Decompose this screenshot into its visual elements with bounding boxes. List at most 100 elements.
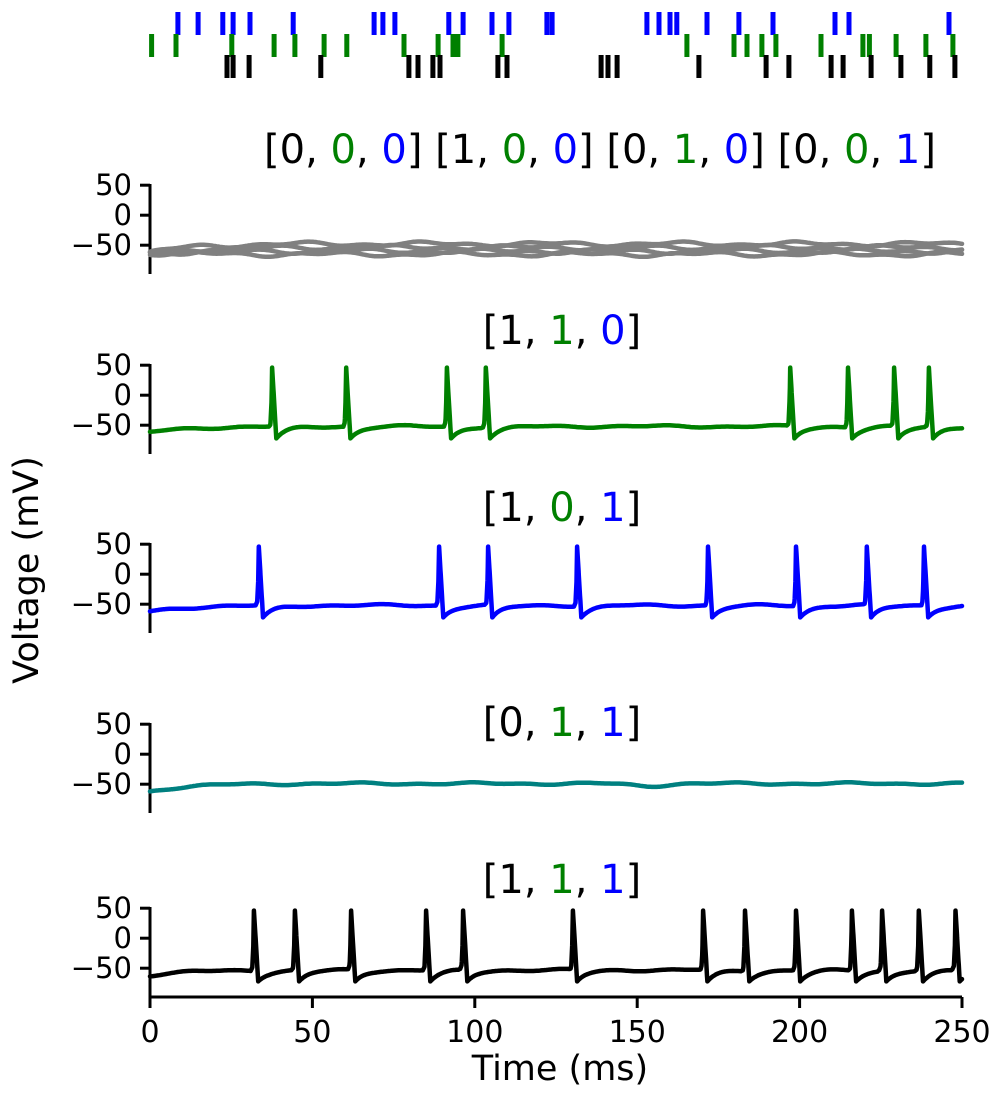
x-tick-label: 0	[140, 1015, 159, 1050]
raster-tick	[318, 55, 324, 78]
raster-tick	[344, 34, 350, 57]
raster-tick	[736, 12, 742, 35]
raster-tick	[415, 55, 421, 78]
y-tick-label: −50	[71, 408, 132, 442]
raster-tick	[380, 12, 386, 35]
raster-tick	[247, 12, 253, 35]
raster-tick	[667, 12, 673, 35]
raster-tick	[175, 12, 181, 35]
raster-tick	[605, 55, 611, 78]
raster-tick	[786, 55, 792, 78]
raster-tick	[731, 34, 737, 57]
raster-tick	[818, 34, 824, 57]
x-axis-title: Time (ms)	[471, 1049, 648, 1089]
y-tick-label: 0	[114, 378, 132, 412]
panel-combo-110: 500−50	[71, 348, 965, 454]
raster-tick	[644, 12, 650, 35]
raster-tick	[499, 34, 505, 57]
raster-tick	[401, 34, 407, 57]
raster-tick	[828, 55, 834, 78]
raster-tick	[759, 34, 765, 57]
raster-row-input-1-black	[224, 55, 958, 78]
raster-tick	[173, 34, 179, 57]
x-tick-label: 50	[293, 1015, 331, 1050]
raster-tick	[392, 12, 398, 35]
raster-tick	[893, 34, 899, 57]
panel-combo-011: 500−50	[71, 707, 965, 813]
raster-tick	[696, 55, 702, 78]
y-tick-label: −50	[71, 951, 132, 985]
raster-tick	[868, 55, 874, 78]
y-tick-label: −50	[71, 228, 132, 262]
x-tick-label: 250	[933, 1015, 990, 1050]
raster-tick	[290, 12, 296, 35]
voltage-trace	[147, 242, 965, 255]
raster-tick	[437, 55, 443, 78]
raster-tick	[923, 34, 929, 57]
raster-tick	[246, 55, 252, 78]
raster-tick	[435, 34, 441, 57]
y-tick-label: −50	[71, 587, 132, 621]
y-tick-label: 0	[114, 557, 132, 591]
raster-tick	[406, 55, 412, 78]
raster-tick	[684, 34, 690, 57]
raster-tick	[230, 12, 236, 35]
panel-single-inputs-title: [0, 0, 0] [1, 0, 0] [0, 1, 0] [0, 0, 1]	[264, 127, 936, 173]
raster-tick	[656, 12, 662, 35]
raster-tick	[763, 55, 769, 78]
y-tick-label: 50	[95, 527, 132, 561]
panel-combo-111: 500−50	[71, 891, 965, 997]
panel-single-inputs: 500−50	[71, 168, 965, 274]
y-tick-label: 50	[95, 348, 132, 382]
raster-tick	[292, 34, 298, 57]
raster-tick	[224, 55, 230, 78]
raster-tick	[832, 12, 838, 35]
y-tick-label: 50	[95, 891, 132, 925]
y-tick-label: 0	[114, 198, 132, 232]
raster-tick	[744, 34, 750, 57]
raster-tick	[674, 12, 680, 35]
y-tick-label: 0	[114, 737, 132, 771]
voltage-trace	[147, 544, 965, 620]
voltage-trace	[147, 365, 965, 441]
y-tick-label: 50	[95, 168, 132, 202]
raster-tick	[773, 34, 779, 57]
raster-tick	[149, 34, 155, 57]
panel-combo-111-title: [1, 1, 1]	[483, 857, 641, 903]
voltage-trace	[147, 249, 965, 260]
x-tick-label: 200	[771, 1015, 828, 1050]
panel-combo-101: 500−50	[71, 527, 965, 633]
raster-tick	[271, 34, 277, 57]
raster-tick	[460, 12, 466, 35]
raster-tick	[195, 12, 201, 35]
raster-tick	[321, 34, 327, 57]
raster-tick	[230, 55, 236, 78]
raster-tick	[504, 55, 510, 78]
raster-tick	[446, 12, 452, 35]
raster-tick	[846, 12, 852, 35]
voltage-trace	[147, 908, 965, 984]
raster-tick	[952, 55, 958, 78]
raster-tick	[489, 12, 495, 35]
raster-tick	[614, 55, 620, 78]
x-axis: 0 50 100 150 200 250 Time (ms)	[140, 995, 991, 1089]
raster-tick	[549, 12, 555, 35]
raster-tick	[495, 55, 501, 78]
x-tick-label: 100	[446, 1015, 503, 1050]
y-tick-label: 0	[114, 921, 132, 955]
raster-tick	[840, 55, 846, 78]
raster-tick	[950, 34, 956, 57]
y-axis-title: Voltage (mV)	[7, 456, 47, 684]
raster-tick	[506, 12, 512, 35]
raster-tick	[860, 34, 866, 57]
raster-tick	[946, 12, 952, 35]
raster-tick	[455, 34, 461, 57]
raster-row-input-2-green	[149, 34, 956, 57]
raster-tick	[770, 12, 776, 35]
panel-combo-110-title: [1, 1, 0]	[483, 308, 641, 354]
raster-tick	[229, 34, 235, 57]
raster-tick	[898, 55, 904, 78]
raster-tick	[450, 34, 456, 57]
